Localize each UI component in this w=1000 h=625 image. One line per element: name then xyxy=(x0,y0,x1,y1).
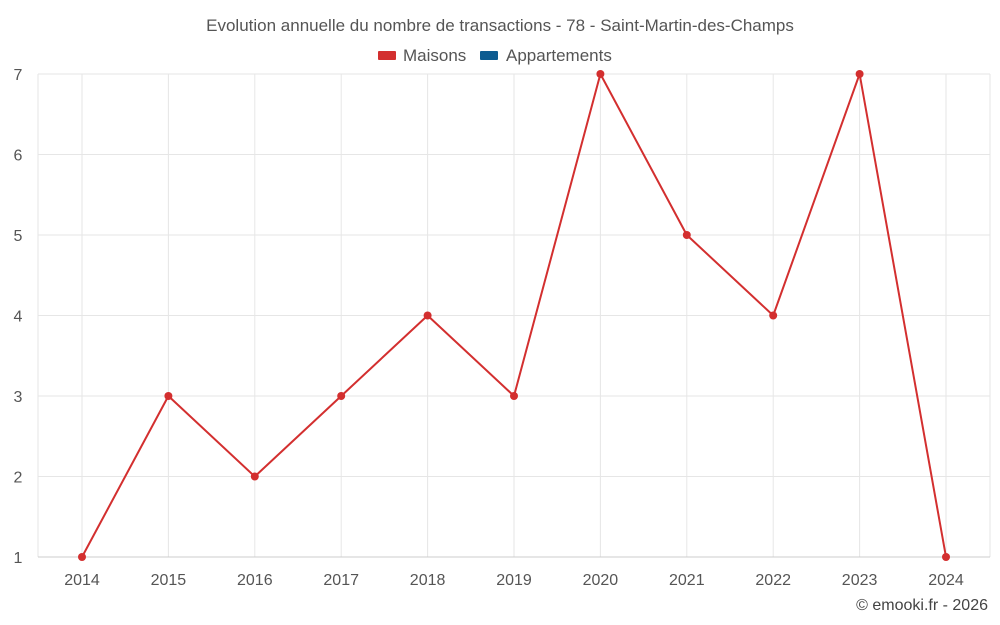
y-axis-labels: 1 2 3 4 5 6 7 xyxy=(14,67,23,567)
x-tick-label: 2016 xyxy=(237,572,273,589)
y-tick-label: 3 xyxy=(14,389,23,406)
data-point-maisons xyxy=(596,70,605,78)
legend-swatch-maisons xyxy=(378,51,396,60)
y-tick-label: 4 xyxy=(14,309,23,326)
legend-swatch-appartements xyxy=(480,51,498,60)
x-tick-label: 2017 xyxy=(323,572,359,589)
x-tick-label: 2018 xyxy=(410,572,446,589)
legend-label-appartements: Appartements xyxy=(506,46,612,65)
x-tick-label: 2023 xyxy=(842,572,878,589)
legend-label-maisons: Maisons xyxy=(403,46,466,65)
x-tick-label: 2022 xyxy=(755,572,791,589)
x-tick-label: 2015 xyxy=(151,572,187,589)
legend-item-appartements[interactable]: Appartements xyxy=(480,46,612,65)
data-point-maisons xyxy=(769,311,778,320)
y-tick-label: 6 xyxy=(14,148,23,165)
data-point-maisons xyxy=(855,70,864,78)
data-point-maisons xyxy=(78,553,86,561)
y-tick-label: 7 xyxy=(14,67,23,84)
data-point-maisons xyxy=(337,392,346,400)
y-tick-label: 5 xyxy=(14,228,23,245)
x-tick-label: 2021 xyxy=(669,572,705,589)
data-point-maisons xyxy=(942,553,950,561)
data-point-maisons xyxy=(682,231,691,239)
x-tick-label: 2024 xyxy=(928,572,964,589)
y-tick-label: 1 xyxy=(14,550,23,567)
data-point-maisons xyxy=(164,392,173,400)
credit-text: © emooki.fr - 2026 xyxy=(856,597,988,614)
data-point-maisons xyxy=(423,311,432,320)
data-point-maisons xyxy=(510,392,518,400)
chart-title: Evolution annuelle du nombre de transact… xyxy=(206,16,794,35)
x-tick-label: 2019 xyxy=(496,572,532,589)
grid xyxy=(37,73,991,558)
series xyxy=(78,70,950,561)
legend: Maisons Appartements xyxy=(378,46,612,65)
x-tick-label: 2014 xyxy=(64,572,100,589)
legend-item-maisons[interactable]: Maisons xyxy=(378,46,466,65)
data-point-maisons xyxy=(250,472,259,481)
x-axis-labels: 2014 2015 2016 2017 2018 2019 2020 2021 2022 2023… xyxy=(64,572,964,589)
y-tick-label: 2 xyxy=(14,470,23,487)
x-tick-label: 2020 xyxy=(583,572,619,589)
